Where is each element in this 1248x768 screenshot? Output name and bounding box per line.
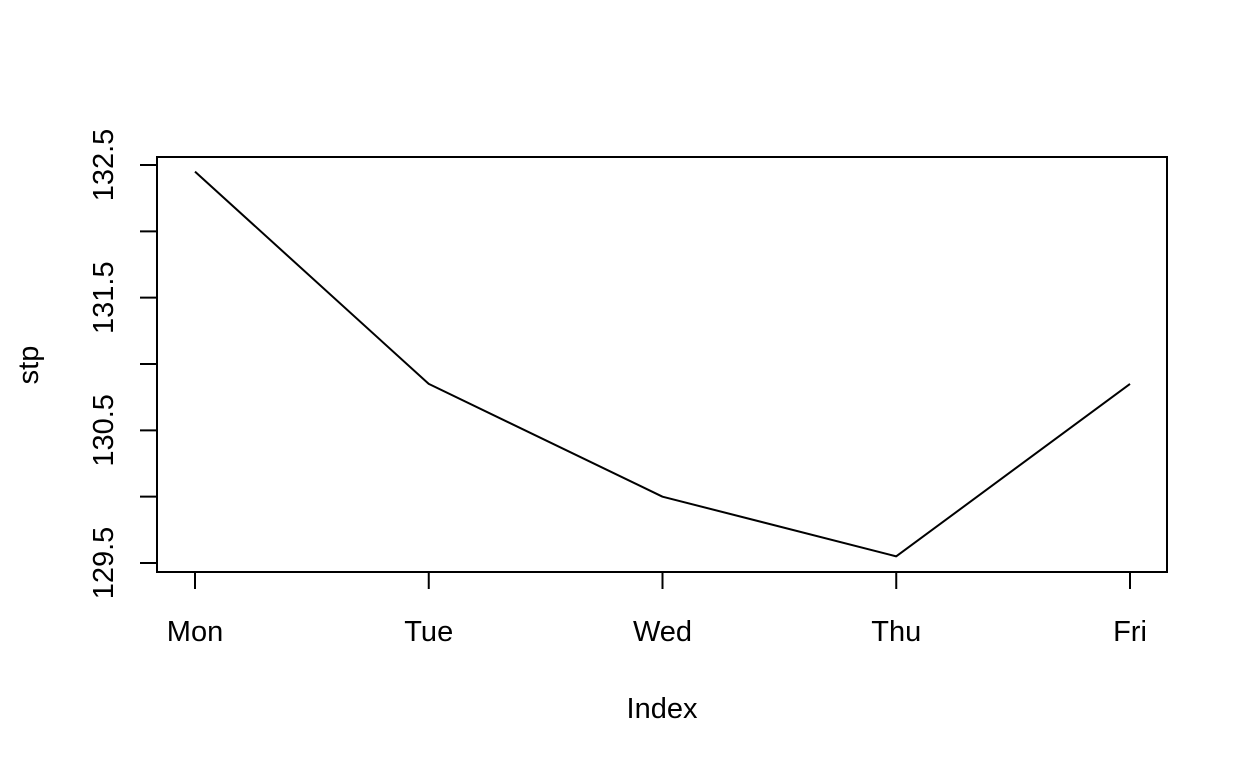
y-tick-label: 132.5 — [88, 129, 120, 202]
x-tick-label-fri: Fri — [1113, 616, 1147, 648]
series-line — [194, 170, 1131, 558]
x-tick-label-wed: Wed — [633, 616, 692, 648]
x-tick-label-tue: Tue — [404, 616, 453, 648]
x-tick-label-mon: Mon — [167, 616, 223, 648]
x-axis-label: Index — [627, 693, 698, 725]
y-tick-label: 131.5 — [88, 261, 120, 334]
x-tick-label-thu: Thu — [871, 616, 921, 648]
y-tick-label: 129.5 — [88, 527, 120, 600]
x-axis: Mon Tue Wed Thu Fri — [167, 572, 1147, 648]
y-axis-label: stp — [13, 346, 45, 385]
series-group — [194, 170, 1131, 558]
y-axis: 129.5 130.5 131.5 132.5 — [88, 129, 158, 600]
plot-frame — [156, 156, 1168, 573]
y-tick-label: 130.5 — [88, 394, 120, 467]
